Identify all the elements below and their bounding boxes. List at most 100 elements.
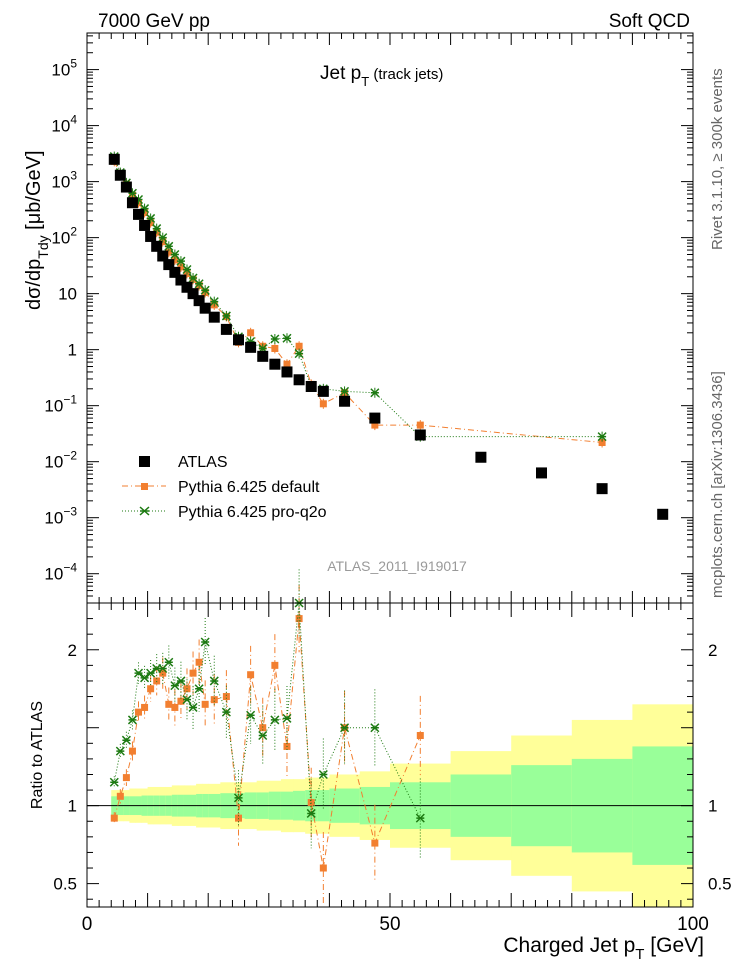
energy-label: 7000 GeV pp: [98, 11, 210, 32]
main-point-atlas: [157, 250, 169, 262]
ratio-point-pythia-default: [110, 814, 118, 822]
main-point-pythia-proq2o: [209, 297, 219, 307]
ratio-y-axis-label: Ratio to ATLAS: [29, 701, 46, 809]
main-point-atlas: [596, 483, 608, 495]
ratio-point-pythia-proq2o: [370, 723, 380, 733]
main-point-atlas: [120, 181, 132, 193]
main-point-atlas: [151, 240, 163, 252]
main-point-atlas: [175, 274, 187, 286]
main-line-pythia-proq2o: [113, 156, 603, 438]
x-tick-label: 50: [379, 914, 400, 935]
main-point-atlas: [220, 323, 232, 335]
ratio-point-pythia-proq2o: [200, 637, 210, 647]
ratio-plot-area: 2 2 1 1 0.5 0.5 0 50 100: [53, 569, 732, 935]
ratio-point-pythia-default: [222, 693, 230, 701]
main-point-atlas: [163, 259, 175, 271]
ratio-point-pythia-proq2o: [109, 777, 119, 787]
main-point-pythia-proq2o: [597, 432, 607, 442]
main-point-atlas: [208, 311, 220, 323]
legend-marker-atlas: [139, 456, 150, 467]
ratio-point-pythia-default: [135, 708, 143, 716]
y-tick-label: 10−1: [44, 393, 77, 416]
y-tick-label: 102: [51, 225, 77, 248]
ratio-y-tick-label-left: 0.5: [53, 875, 77, 894]
main-point-atlas: [257, 350, 269, 362]
main-point-atlas: [145, 230, 157, 242]
ratio-point-pythia-default: [189, 669, 197, 677]
main-point-atlas: [475, 451, 487, 463]
main-point-atlas: [181, 281, 193, 293]
main-point-atlas: [369, 412, 381, 424]
ratio-point-pythia-default: [371, 839, 379, 847]
ratio-point-pythia-default: [201, 700, 209, 708]
main-point-pythia-proq2o: [270, 334, 280, 344]
main-point-pythia-default: [271, 344, 279, 352]
main-point-pythia-default: [165, 248, 173, 256]
main-point-pythia-default: [371, 421, 379, 429]
ratio-point-pythia-proq2o: [170, 681, 180, 691]
plot-title: Jet pT (track jets): [320, 63, 443, 89]
ratio-point-pythia-default: [147, 685, 155, 693]
y-tick-label: 10−2: [44, 449, 77, 472]
y-tick-label: 1: [68, 341, 77, 360]
ratio-point-pythia-proq2o: [182, 695, 192, 705]
ratio-point-pythia-proq2o: [318, 769, 328, 780]
main-point-pythia-default: [247, 329, 255, 337]
main-point-atlas: [293, 374, 305, 386]
main-point-atlas: [305, 380, 317, 392]
ratio-y-tick-label-right: 0.5: [708, 875, 732, 894]
main-point-atlas: [281, 366, 293, 378]
legend: ATLAS Pythia 6.425 default Pythia 6.425 …: [122, 454, 327, 521]
main-point-atlas: [269, 358, 281, 370]
ratio-point-pythia-default: [153, 677, 161, 685]
main-point-pythia-default: [171, 256, 179, 264]
main-point-pythia-proq2o: [370, 388, 380, 398]
ratio-point-pythia-default: [271, 661, 279, 669]
legend-item-atlas: ATLAS: [139, 454, 228, 471]
main-point-pythia-default: [416, 421, 424, 429]
ratio-point-pythia-default: [247, 671, 255, 679]
ratio-point-pythia-proq2o: [306, 808, 316, 818]
ratio-point-pythia-default: [416, 732, 424, 740]
main-point-atlas: [169, 266, 181, 278]
main-point-atlas: [139, 219, 151, 231]
ratio-point-pythia-proq2o: [258, 730, 268, 741]
main-point-pythia-proq2o: [164, 241, 174, 251]
y-tick-label: 103: [51, 169, 77, 192]
ratio-point-pythia-default: [159, 669, 167, 677]
ratio-point-pythia-proq2o: [415, 813, 425, 823]
ratio-point-pythia-proq2o: [233, 793, 244, 803]
main-point-atlas: [126, 197, 138, 209]
x-axis-label: Charged Jet pT [GeV]: [503, 934, 704, 963]
rivet-label: Rivet 3.1.10, ≥ 300k events: [709, 68, 726, 250]
main-point-pythia-default: [177, 263, 185, 271]
main-point-pythia-proq2o: [221, 311, 231, 321]
ratio-point-pythia-default: [295, 615, 303, 623]
main-point-atlas: [536, 467, 547, 479]
main-point-pythia-proq2o: [294, 349, 304, 359]
ratio-point-pythia-proq2o: [270, 715, 280, 725]
ratio-point-pythia-default: [259, 724, 267, 732]
main-point-pythia-proq2o: [176, 256, 186, 266]
y-tick-label: 104: [51, 113, 77, 136]
ratio-point-pythia-default: [210, 696, 218, 704]
main-point-atlas: [414, 429, 426, 441]
main-point-pythia-proq2o: [340, 386, 350, 396]
legend-item-pythia-proq2o: Pythia 6.425 pro-q2o: [122, 504, 327, 521]
ratio-point-pythia-proq2o: [340, 723, 350, 733]
process-label: Soft QCD: [609, 11, 690, 32]
ratio-point-pythia-proq2o: [121, 735, 131, 745]
ratio-point-pythia-proq2o: [115, 746, 125, 756]
ratio-y-tick-label-right: 2: [708, 641, 717, 660]
main-line-pythia-default: [113, 161, 603, 444]
ratio-point-pythia-proq2o: [246, 710, 256, 720]
main-point-pythia-proq2o: [158, 233, 168, 243]
ratio-point-pythia-default: [165, 700, 173, 708]
ratio-point-pythia-proq2o: [209, 676, 219, 686]
ratio-y-tick-label-left: 2: [68, 641, 77, 660]
source-label: mcplots.cern.ch [arXiv:1306.3436]: [709, 371, 726, 598]
main-point-pythia-default: [295, 342, 303, 350]
ratio-point-pythia-proq2o: [127, 715, 137, 725]
